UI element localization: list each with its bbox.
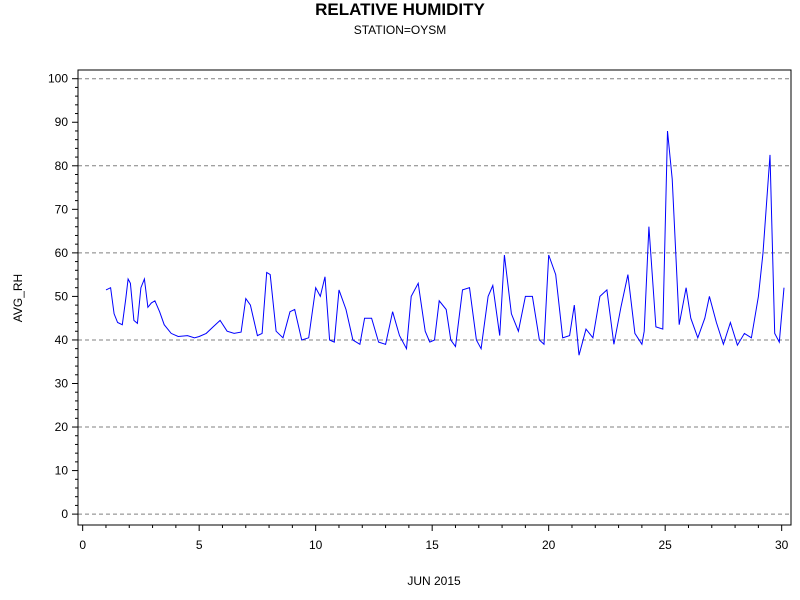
y-tick-label: 20 bbox=[55, 420, 69, 434]
plot-frame bbox=[77, 69, 792, 526]
x-tick-label: 0 bbox=[79, 538, 86, 552]
x-tick-label: 10 bbox=[309, 538, 323, 552]
y-tick-label: 70 bbox=[55, 202, 69, 216]
y-axis: 0 10 20 30 40 50 60 70 80 90 100 bbox=[48, 72, 78, 521]
y-tick-label: 0 bbox=[61, 507, 68, 521]
y-axis-label: AVG_RH bbox=[11, 274, 25, 322]
x-tick-label: 5 bbox=[196, 538, 203, 552]
y-tick-label: 80 bbox=[55, 159, 69, 173]
x-axis: 0 5 10 15 20 25 30 bbox=[79, 525, 789, 552]
chart-subtitle: STATION=OYSM bbox=[353, 23, 447, 37]
y-tick-label: 90 bbox=[55, 115, 69, 129]
y-tick-label: 60 bbox=[55, 246, 69, 260]
series-line bbox=[105, 130, 785, 356]
y-tick-label: 10 bbox=[55, 464, 69, 478]
y-tick-label: 50 bbox=[55, 289, 69, 303]
x-tick-label: 25 bbox=[658, 538, 672, 552]
chart-title: RELATIVE HUMIDITY bbox=[315, 0, 485, 19]
y-tick-label: 100 bbox=[48, 72, 68, 86]
x-tick-label: 15 bbox=[425, 538, 439, 552]
x-tick-label: 20 bbox=[542, 538, 556, 552]
x-tick-label: 30 bbox=[775, 538, 789, 552]
x-axis-label: JUN 2015 bbox=[407, 574, 461, 588]
y-tick-label: 40 bbox=[55, 333, 69, 347]
y-tick-label: 30 bbox=[55, 376, 69, 390]
